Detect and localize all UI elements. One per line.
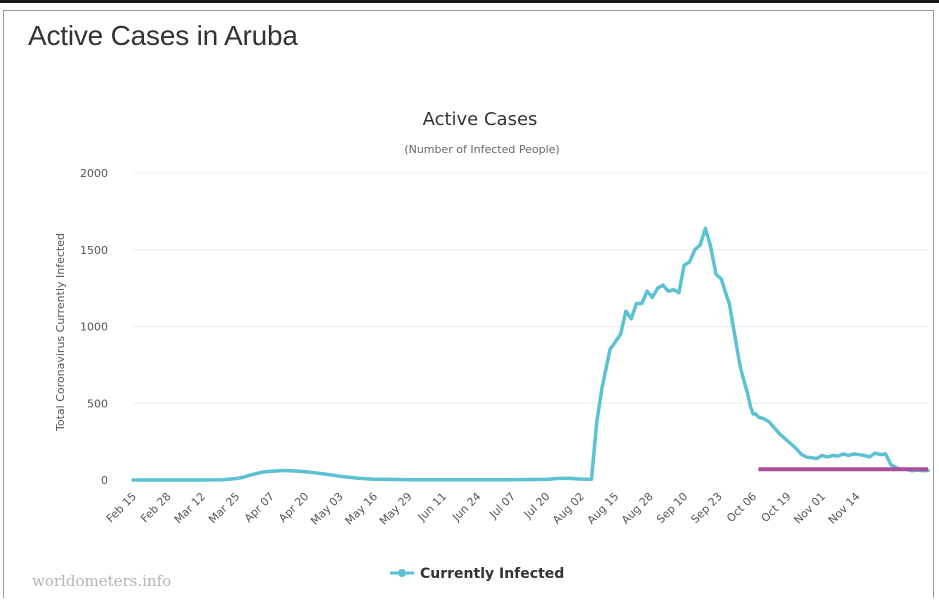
series-layer [131, 226, 930, 482]
x-tick-label: May 29 [377, 490, 415, 528]
x-tick-label: Jun 11 [415, 490, 449, 524]
legend[interactable]: Currently Infected [390, 566, 564, 582]
x-tick-label: Mar 12 [172, 490, 208, 526]
x-tick-label: Oct 06 [724, 490, 759, 525]
x-tick-label: Jul 20 [521, 490, 553, 522]
y-axis-ticks: 0 500 1000 1500 2000 [80, 167, 108, 487]
y-tick-label: 2000 [80, 167, 108, 180]
y-tick-label: 0 [101, 474, 108, 487]
x-tick-label: Apr 20 [276, 490, 311, 525]
y-tick-label: 500 [87, 397, 108, 410]
x-tick-label: May 16 [343, 490, 381, 528]
x-tick-label: Aug 02 [550, 490, 587, 527]
x-tick-label: Jul 07 [486, 490, 518, 522]
y-tick-label: 1500 [80, 244, 108, 257]
page-title: Active Cases in Aruba [28, 20, 298, 51]
x-tick-label: Nov 14 [826, 490, 863, 527]
chart-title: Active Cases [423, 109, 538, 130]
x-tick-label: Jun 24 [449, 490, 483, 524]
legend-series-label: Currently Infected [420, 566, 564, 582]
top-rule [0, 0, 939, 3]
legend-series-marker [398, 569, 406, 577]
x-tick-label: Feb 15 [104, 490, 139, 525]
series-line-currently-infected [131, 226, 930, 482]
x-tick-label: Aug 15 [585, 490, 622, 527]
x-tick-label: Mar 25 [206, 490, 242, 526]
chart-frame [3, 10, 934, 598]
gridlines [133, 172, 928, 404]
x-tick-label: Sep 23 [689, 490, 725, 526]
x-tick-label: Sep 10 [654, 490, 690, 526]
watermark: worldometers.info [32, 572, 172, 590]
x-tick-label: May 03 [308, 490, 346, 528]
x-tick-label: Aug 28 [619, 490, 656, 527]
x-tick-label: Nov 01 [791, 490, 828, 527]
x-tick-label: Apr 07 [242, 490, 277, 525]
x-tick-label: Oct 19 [759, 490, 794, 525]
chart-subtitle: (Number of Infected People) [404, 143, 559, 156]
x-tick-label: Feb 28 [138, 490, 173, 525]
y-axis-label: Total Coronavirus Currently Infected [54, 233, 67, 432]
y-tick-label: 1000 [80, 321, 108, 334]
